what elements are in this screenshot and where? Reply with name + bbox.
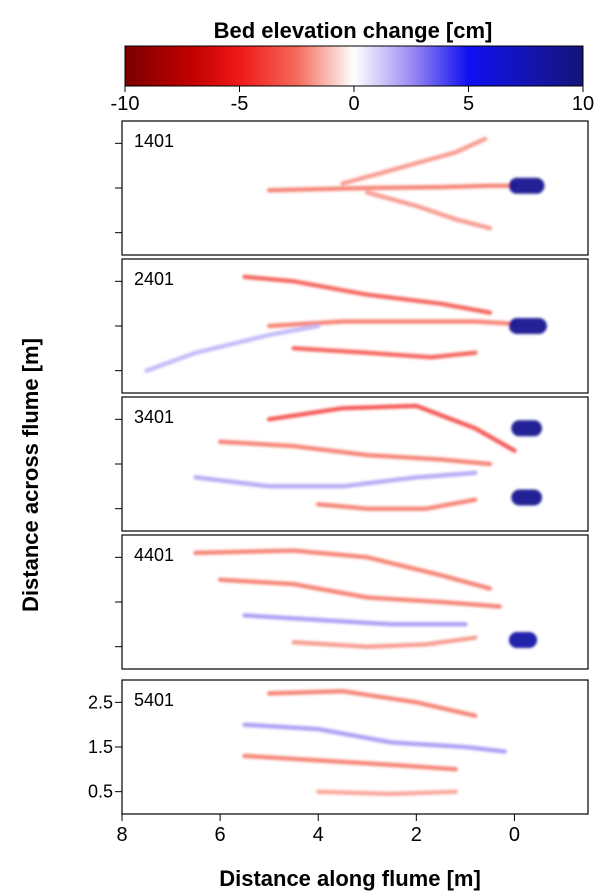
x-tick-label: 2 (411, 824, 422, 846)
colorbar-title: Bed elevation change [cm] (214, 18, 493, 43)
channel-streak (193, 548, 493, 591)
channel-streak (340, 136, 488, 186)
elevation-features (193, 403, 542, 511)
colorbar-tick-label: -10 (111, 93, 140, 115)
channel-streak (266, 688, 478, 718)
channel-streak (242, 274, 493, 315)
channel-streak (242, 753, 458, 772)
elevation-features (144, 274, 547, 373)
channel-streak (193, 470, 478, 489)
panel-label: 5401 (134, 690, 174, 710)
panel-5401: 5401 (121, 679, 589, 815)
elevation-features (242, 688, 507, 797)
panel-label: 2401 (134, 269, 174, 289)
channel-streak (315, 497, 478, 511)
y-tick-label: 0.5 (88, 782, 113, 802)
x-axis-label: Distance along flume [m] (219, 866, 481, 891)
elevation-features (266, 136, 545, 231)
channel-streak (266, 183, 517, 193)
channel-streak (315, 789, 458, 797)
channel-streak (242, 613, 468, 627)
colorbar-tick-label: 0 (348, 93, 359, 115)
y-axis-label: Distance across flume [m] (18, 338, 43, 612)
colorbar: -10 -5 0 5 10 (111, 45, 594, 115)
channel-streak (266, 319, 517, 329)
channel-streak (217, 577, 502, 609)
panel-3401: 3401 (121, 396, 589, 532)
panel-label: 3401 (134, 407, 174, 427)
channel-streak (365, 190, 493, 231)
x-axis: 8 6 4 2 0 (116, 814, 520, 846)
x-tick-label: 6 (215, 824, 226, 846)
colorbar-gradient (124, 45, 584, 87)
x-tick-label: 4 (313, 824, 324, 846)
channel-streak (144, 323, 321, 373)
panel-label: 1401 (134, 131, 174, 151)
colorbar-tick-label: -5 (231, 93, 249, 115)
channel-streak (266, 403, 517, 453)
y-tick-label: 1.5 (88, 737, 113, 757)
y-axis: 0.5 1.5 2.5 (88, 142, 122, 802)
colorbar-tick-label: 5 (463, 93, 474, 115)
x-tick-label: 0 (509, 824, 520, 846)
y-tick-label: 2.5 (88, 692, 113, 712)
panel-2401: 2401 (121, 258, 589, 394)
channel-streak (242, 722, 507, 754)
colorbar-ticks: -10 -5 0 5 10 (111, 86, 594, 115)
panel-1401: 1401 (121, 120, 589, 256)
elevation-features (193, 548, 538, 649)
channel-streak (291, 346, 478, 360)
colorbar-tick-label: 10 (572, 93, 594, 115)
panel-label: 4401 (134, 545, 174, 565)
panel-4401: 4401 (121, 534, 589, 670)
channel-streak (217, 439, 493, 467)
x-tick-label: 8 (116, 824, 127, 846)
map-panels: 1401 2401 3401 4401 5401 (121, 120, 589, 815)
channel-streak (291, 635, 478, 649)
panel-frame (121, 396, 589, 532)
